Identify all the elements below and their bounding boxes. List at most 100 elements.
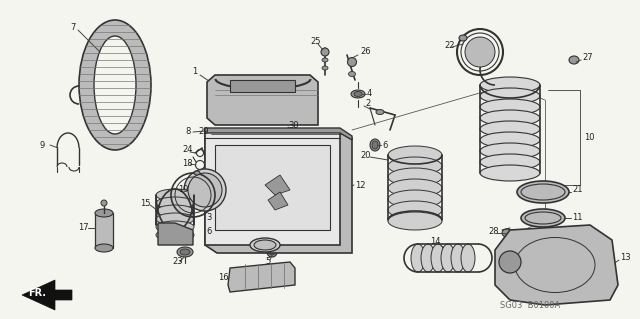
Polygon shape [207, 75, 318, 125]
Text: 21: 21 [572, 186, 582, 195]
Text: 4: 4 [367, 90, 372, 99]
Ellipse shape [441, 244, 455, 272]
Text: 13: 13 [620, 254, 630, 263]
Ellipse shape [250, 238, 280, 252]
Ellipse shape [349, 71, 355, 77]
Text: 19: 19 [178, 186, 189, 195]
Ellipse shape [94, 36, 136, 134]
Ellipse shape [95, 209, 113, 217]
Text: 15: 15 [140, 198, 150, 207]
Polygon shape [158, 223, 193, 245]
Ellipse shape [459, 35, 467, 41]
Ellipse shape [411, 244, 425, 272]
Ellipse shape [156, 229, 194, 241]
Ellipse shape [351, 90, 365, 98]
Polygon shape [265, 175, 290, 195]
Text: 27: 27 [582, 54, 593, 63]
Text: 7: 7 [70, 24, 76, 33]
Polygon shape [205, 130, 340, 245]
Text: 23: 23 [172, 257, 182, 266]
Text: 20: 20 [360, 151, 371, 160]
Ellipse shape [480, 99, 540, 115]
Ellipse shape [480, 132, 540, 148]
Polygon shape [495, 225, 618, 305]
Text: 3: 3 [206, 213, 211, 222]
Ellipse shape [465, 37, 495, 67]
Text: 26: 26 [360, 48, 371, 56]
Ellipse shape [216, 218, 225, 226]
Ellipse shape [451, 244, 465, 272]
Ellipse shape [101, 200, 107, 206]
Text: FR.: FR. [28, 288, 46, 298]
Ellipse shape [521, 209, 565, 227]
Text: 11: 11 [572, 212, 582, 221]
Ellipse shape [269, 249, 275, 255]
Bar [95, 213, 113, 248]
Ellipse shape [388, 168, 442, 186]
Ellipse shape [388, 201, 442, 219]
Ellipse shape [321, 48, 329, 56]
Text: 25: 25 [310, 38, 321, 47]
Polygon shape [205, 130, 352, 253]
Ellipse shape [95, 244, 113, 252]
Ellipse shape [267, 247, 277, 257]
Text: 10: 10 [584, 132, 595, 142]
Ellipse shape [322, 58, 328, 62]
Polygon shape [228, 262, 295, 292]
Ellipse shape [388, 190, 442, 208]
Ellipse shape [156, 197, 194, 209]
Ellipse shape [188, 173, 222, 207]
Text: 5: 5 [265, 257, 270, 266]
Text: 6: 6 [206, 227, 211, 236]
Text: 6: 6 [382, 140, 387, 150]
Ellipse shape [569, 56, 579, 64]
Ellipse shape [517, 181, 569, 203]
Text: 30: 30 [288, 121, 299, 130]
Text: 22: 22 [444, 41, 454, 49]
Text: 24: 24 [182, 145, 193, 154]
Text: 29: 29 [198, 128, 209, 137]
Text: 12: 12 [355, 181, 365, 189]
Polygon shape [22, 280, 72, 310]
Ellipse shape [370, 139, 380, 151]
Text: 1: 1 [192, 68, 197, 77]
Ellipse shape [156, 189, 194, 201]
Ellipse shape [431, 244, 445, 272]
Ellipse shape [480, 77, 540, 93]
Text: 28: 28 [488, 227, 499, 236]
Ellipse shape [254, 240, 276, 250]
Text: 9: 9 [40, 140, 45, 150]
Ellipse shape [206, 135, 214, 141]
Ellipse shape [461, 244, 475, 272]
Ellipse shape [480, 88, 540, 104]
Text: 14: 14 [430, 238, 440, 247]
Ellipse shape [216, 229, 223, 236]
Ellipse shape [177, 247, 193, 257]
Ellipse shape [480, 110, 540, 126]
Ellipse shape [499, 251, 521, 273]
Ellipse shape [156, 205, 194, 217]
Ellipse shape [480, 154, 540, 170]
Ellipse shape [180, 249, 190, 255]
Ellipse shape [156, 221, 194, 233]
Ellipse shape [372, 141, 378, 149]
Text: 16: 16 [218, 273, 228, 283]
Ellipse shape [388, 179, 442, 197]
Bar [215, 145, 330, 230]
Ellipse shape [480, 121, 540, 137]
Ellipse shape [348, 57, 356, 66]
Text: 17: 17 [78, 224, 88, 233]
Ellipse shape [421, 244, 435, 272]
Text: 8: 8 [185, 128, 190, 137]
Ellipse shape [194, 171, 200, 175]
Polygon shape [205, 128, 352, 140]
Ellipse shape [322, 66, 328, 70]
Ellipse shape [480, 143, 540, 159]
Text: 18: 18 [182, 159, 193, 167]
Ellipse shape [354, 92, 362, 97]
Ellipse shape [502, 229, 512, 237]
Ellipse shape [388, 212, 442, 230]
Ellipse shape [79, 20, 151, 150]
Ellipse shape [184, 169, 226, 211]
Text: SG03  B0100A: SG03 B0100A [500, 300, 560, 309]
